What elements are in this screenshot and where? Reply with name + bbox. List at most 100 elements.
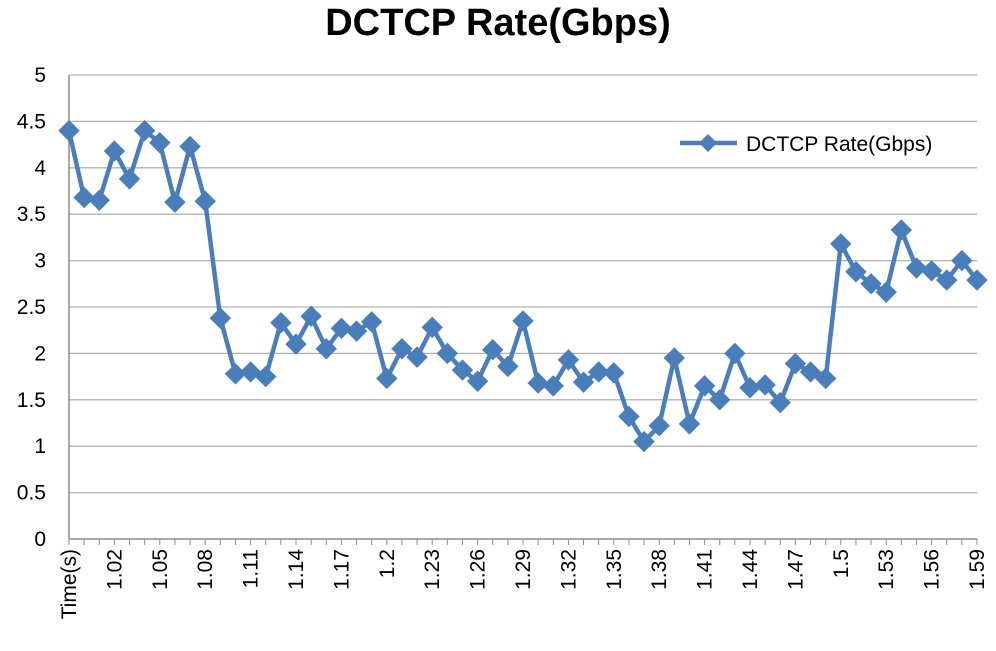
y-tick-label-3: 1.5 xyxy=(17,389,46,412)
x-tick-label-1: 1.02 xyxy=(103,549,126,590)
data-point-55 xyxy=(890,219,913,241)
y-tick-label-9: 4.5 xyxy=(17,110,46,133)
x-tick-label-3: 1.08 xyxy=(194,549,217,590)
y-tick-label-10: 5 xyxy=(34,64,46,87)
data-point-14 xyxy=(270,312,292,334)
y-tick-label-7: 3.5 xyxy=(17,203,46,226)
x-tick-label-4: 1.11 xyxy=(240,549,263,588)
legend: DCTCP Rate(Gbps) xyxy=(680,133,932,156)
x-tick-label-20: 1.59 xyxy=(966,549,989,590)
data-point-15 xyxy=(285,333,307,355)
data-point-58 xyxy=(936,269,958,291)
y-tick-label-8: 4 xyxy=(34,157,46,180)
x-tick-label-19: 1.56 xyxy=(921,549,944,590)
data-point-9 xyxy=(194,190,216,212)
data-point-48 xyxy=(784,352,807,375)
data-point-4 xyxy=(118,168,141,190)
data-point-54 xyxy=(875,281,897,303)
x-tick-label-12: 1.35 xyxy=(603,549,626,590)
x-tick-label-7: 1.2 xyxy=(376,549,399,578)
chart-title: DCTCP Rate(Gbps) xyxy=(325,2,671,44)
data-point-51 xyxy=(830,233,852,255)
data-point-22 xyxy=(391,338,413,360)
data-point-30 xyxy=(512,310,534,332)
y-tick-label-5: 2.5 xyxy=(17,296,46,319)
data-point-57 xyxy=(920,260,943,282)
data-point-17 xyxy=(315,338,337,360)
data-point-50 xyxy=(814,367,837,390)
data-point-44 xyxy=(724,342,746,365)
data-point-42 xyxy=(693,375,716,397)
data-point-13 xyxy=(255,365,277,388)
data-point-6 xyxy=(149,132,171,154)
x-tick-label-5: 1.14 xyxy=(285,549,308,590)
x-tick-label-2: 1.05 xyxy=(149,549,172,590)
data-point-27 xyxy=(466,370,489,392)
x-tick-label-18: 1.53 xyxy=(875,549,898,590)
y-tick-label-0: 0 xyxy=(34,528,46,551)
legend-label: DCTCP Rate(Gbps) xyxy=(746,133,932,156)
data-point-24 xyxy=(421,316,443,339)
data-point-23 xyxy=(406,346,428,368)
x-tick-label-6: 1.17 xyxy=(330,549,353,590)
data-point-31 xyxy=(527,372,549,394)
x-tick-label-15: 1.44 xyxy=(739,549,762,590)
y-tick-label-2: 1 xyxy=(34,435,46,458)
data-point-37 xyxy=(618,405,640,428)
x-tick-label-10: 1.29 xyxy=(512,549,535,590)
data-point-40 xyxy=(663,347,686,369)
data-point-2 xyxy=(88,189,110,211)
grid-lines xyxy=(69,74,977,494)
data-point-59 xyxy=(951,249,973,272)
data-series xyxy=(58,119,988,453)
legend-marker xyxy=(699,134,717,152)
y-tick-label-6: 3 xyxy=(34,250,46,273)
data-point-47 xyxy=(769,391,791,414)
data-point-60 xyxy=(966,269,988,291)
x-tick-label-17: 1.5 xyxy=(830,549,853,578)
data-point-29 xyxy=(497,355,519,378)
data-point-8 xyxy=(179,135,201,158)
data-point-28 xyxy=(482,338,504,361)
data-point-41 xyxy=(678,413,701,435)
tick-labels: 0 0.5 1 1.5 2 2.5 3 3.5 4 4.5 5 Time(s) 1.02 1.05 1.08… xyxy=(17,64,989,619)
x-tick-label-11: 1.32 xyxy=(557,549,580,590)
data-point-10 xyxy=(209,307,232,329)
y-tick-label-4: 2 xyxy=(34,342,46,365)
axes xyxy=(68,75,978,545)
data-point-53 xyxy=(860,273,882,295)
y-tick-label-1: 0.5 xyxy=(17,482,46,505)
data-point-36 xyxy=(603,362,625,384)
data-point-1 xyxy=(73,186,95,209)
x-tick-label-0: Time(s) xyxy=(58,549,81,619)
x-tick-label-16: 1.47 xyxy=(784,549,807,590)
data-point-56 xyxy=(905,257,928,279)
data-point-49 xyxy=(799,361,822,383)
data-point-16 xyxy=(300,305,322,327)
data-point-38 xyxy=(633,430,655,453)
data-point-7 xyxy=(164,191,186,213)
data-point-19 xyxy=(345,320,368,342)
data-point-39 xyxy=(648,415,670,437)
x-tick-label-14: 1.41 xyxy=(694,549,717,590)
data-point-43 xyxy=(709,389,731,411)
data-point-33 xyxy=(557,349,580,371)
data-point-46 xyxy=(754,374,776,396)
x-tick-label-9: 1.26 xyxy=(467,549,490,590)
data-point-45 xyxy=(739,377,761,399)
data-point-35 xyxy=(587,361,610,383)
x-tick-label-8: 1.23 xyxy=(421,549,444,590)
data-point-32 xyxy=(542,375,564,397)
data-point-20 xyxy=(360,311,383,333)
data-point-3 xyxy=(103,140,126,162)
series-line-0 xyxy=(66,128,979,444)
data-point-18 xyxy=(330,317,353,340)
data-point-25 xyxy=(436,342,459,365)
data-point-21 xyxy=(376,367,398,390)
data-point-52 xyxy=(845,261,867,283)
data-point-0 xyxy=(58,119,80,142)
data-point-34 xyxy=(572,371,595,393)
data-point-26 xyxy=(451,359,474,381)
x-tick-label-13: 1.38 xyxy=(648,549,671,590)
